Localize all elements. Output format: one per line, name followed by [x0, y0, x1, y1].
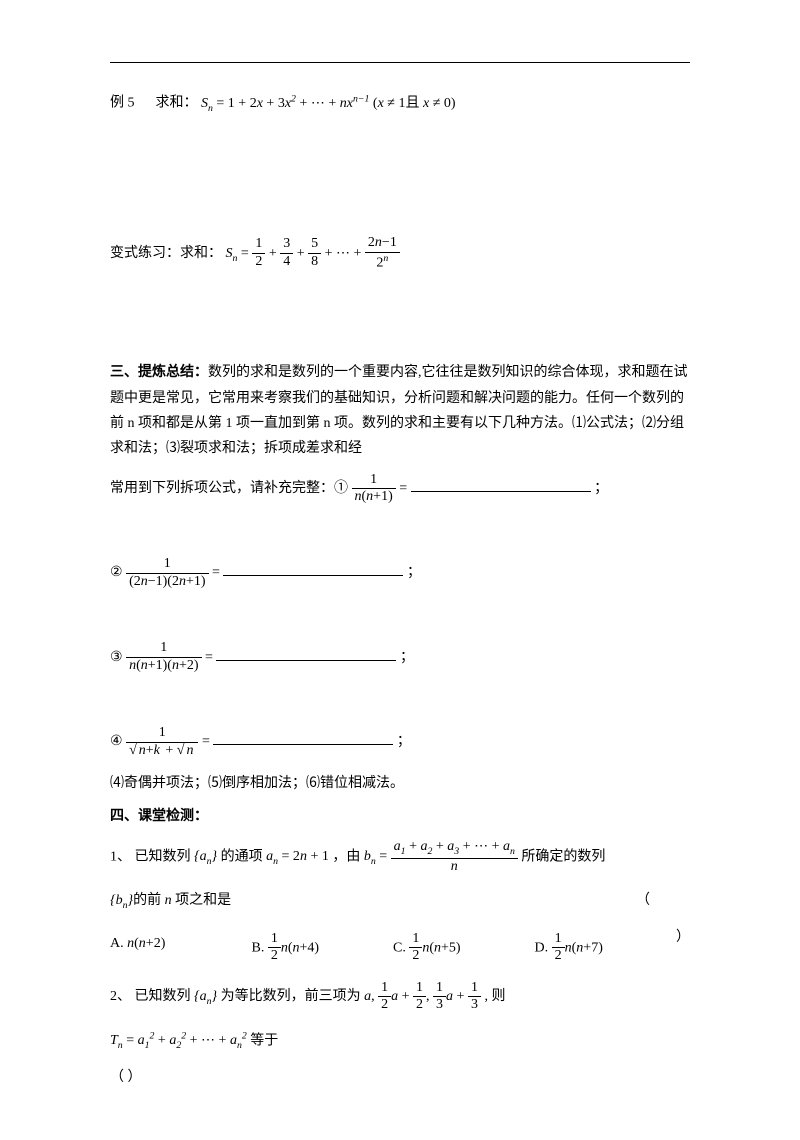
problem-label: 例 5 — [110, 96, 135, 111]
q1-line2: {bn}的前 n 项之和是 （ — [110, 886, 690, 917]
content-area: 例 5 求和： Sn = 1 + 2x + 3x2 + ⋯ + nxn−1 (x… — [110, 60, 690, 1094]
q1-choices: A. n(n+2) B. 12n(n+4) C. 12n(n+5) D. 12n… — [110, 931, 676, 966]
q2: 2、 已知数列 {an} 为等比数列，前三项为 a, 12a + 12, 13a… — [110, 979, 690, 1015]
section3-item1-line: 常用到下列拆项公式，请补充完整：① 1 n(n+1) = ； — [110, 471, 690, 507]
variant-practice: 变式练习：求和： Sn = 12 + 34 + 58 + ⋯ + 2n−12n — [110, 235, 690, 272]
item3-label: ③ — [110, 650, 123, 665]
problem-prompt: 求和： — [156, 96, 198, 111]
q2-num: 2、 — [110, 989, 131, 1004]
variant-formula: Sn = 12 + 34 + 58 + ⋯ + 2n−12n — [226, 246, 400, 261]
section-3: 三、提炼总结：数列的求和是数列的一个重要内容,它往往是数列知识的综合体现，求和题… — [110, 360, 690, 461]
problem-5: 例 5 求和： Sn = 1 + 2x + 3x2 + ⋯ + nxn−1 (x… — [110, 90, 690, 117]
choice-a[interactable]: A. n(n+2) — [110, 931, 252, 966]
frac-1: 1 n(n+1) — [352, 472, 396, 507]
problem5-formula: Sn = 1 + 2x + 3x2 + ⋯ + nxn−1 (x ≠ 1且 x … — [201, 96, 456, 111]
frac-3: 1 n(n+1)(n+2) — [126, 640, 201, 675]
choice-d[interactable]: D. 12n(n+7) — [535, 931, 677, 966]
q1-num: 1、 — [110, 849, 131, 864]
blank-2[interactable] — [223, 562, 403, 576]
choice-c[interactable]: C. 12n(n+5) — [393, 931, 535, 966]
section3-para2-lead: 常用到下列拆项公式，请补充完整：① — [110, 481, 348, 496]
section3-heading: 三、提炼总结： — [110, 365, 208, 380]
spacer — [110, 686, 690, 714]
q2-tn: Tn = a12 + a22 + ⋯ + an2 等于 — [110, 1026, 690, 1057]
header-rule — [110, 62, 690, 63]
section3-item2-line: ② 1 (2n−1)(2n+1) = ； — [110, 555, 690, 591]
q1: 1、 已知数列 {an} 的通项 an = 2n + 1 ，由 bn = a1 … — [110, 839, 690, 876]
frac-2: 1 (2n−1)(2n+1) — [126, 556, 208, 591]
choice-b[interactable]: B. 12n(n+4) — [252, 931, 394, 966]
spacer — [110, 517, 690, 545]
item2-label: ② — [110, 565, 123, 580]
item4-label: ④ — [110, 734, 123, 749]
q1-bn-frac: a1 + a2 + a3 + ⋯ + an n — [391, 839, 518, 875]
section4-heading: 四、课堂检测： — [110, 804, 690, 829]
section3-item4-line: ④ 1 n+k + n = ； — [110, 724, 690, 760]
page-container: 例 5 求和： Sn = 1 + 2x + 3x2 + ⋯ + nxn−1 (x… — [0, 0, 800, 1140]
q2-paren[interactable]: （ ） — [110, 1063, 690, 1094]
variant-label: 变式练习：求和： — [110, 246, 222, 261]
q1-paren[interactable]: （ — [636, 886, 690, 917]
frac-4: 1 n+k + n — [126, 725, 198, 760]
section3-item3-line: ③ 1 n(n+1)(n+2) = ； — [110, 640, 690, 676]
spacer — [110, 280, 690, 360]
spacer — [110, 125, 690, 235]
blank-1[interactable] — [411, 478, 591, 492]
blank-4[interactable] — [213, 731, 393, 745]
section3-tail: ⑷奇偶并项法；⑸倒序相加法；⑹错位相减法。 — [110, 771, 690, 796]
blank-3[interactable] — [216, 647, 396, 661]
spacer — [110, 602, 690, 630]
